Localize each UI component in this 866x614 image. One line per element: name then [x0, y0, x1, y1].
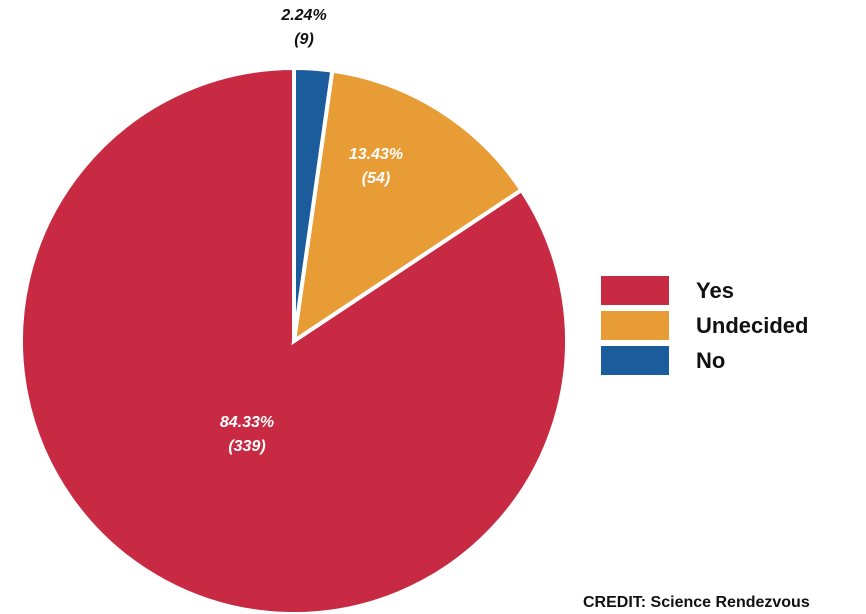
- legend-item-yes: Yes: [601, 276, 808, 305]
- pie-slice-no: [292, 65, 335, 342]
- legend-label-yes: Yes: [696, 277, 734, 303]
- slice-count-label-undecided: (54): [362, 170, 390, 187]
- pie-slice-undecided: [291, 68, 525, 346]
- credit-text: CREDIT: Science Rendezvous: [583, 594, 810, 611]
- slice-percent-label-no: 2.24%: [280, 7, 326, 24]
- slice-percent-label-yes: 84.33%: [220, 414, 274, 431]
- legend-swatch-undecided: [601, 311, 669, 340]
- legend-swatch-yes: [601, 276, 669, 305]
- legend-item-undecided: Undecided: [601, 311, 808, 340]
- slice-count-label-no: (9): [294, 31, 314, 48]
- legend-label-no: No: [696, 347, 726, 373]
- legend-label-undecided: Undecided: [696, 312, 809, 338]
- legend-item-no: No: [601, 346, 808, 375]
- slice-count-label-yes: (339): [228, 438, 265, 455]
- chart-legend: Yes Undecided No: [601, 276, 808, 381]
- slice-percent-label-undecided: 13.43%: [349, 146, 403, 163]
- legend-swatch-no: [601, 346, 669, 375]
